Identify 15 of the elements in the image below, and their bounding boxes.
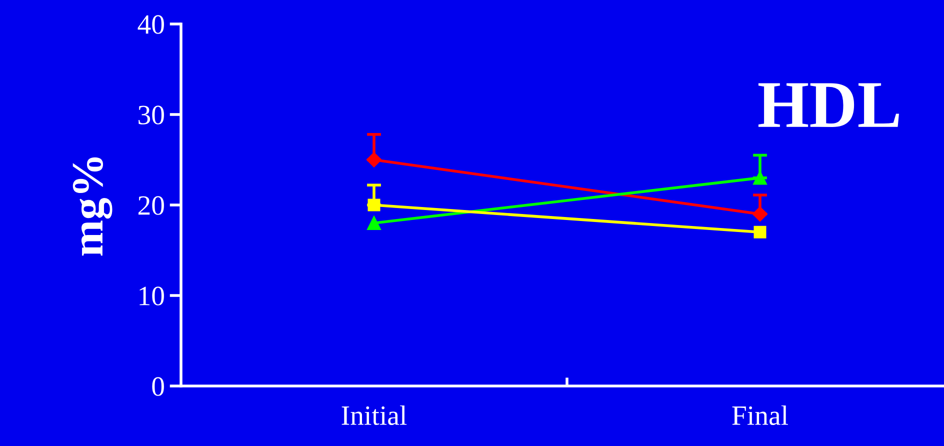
point xyxy=(752,206,768,222)
point xyxy=(753,170,767,185)
text: HDL xyxy=(758,83,899,128)
x-tick-label: Initial xyxy=(342,405,407,425)
point xyxy=(368,198,380,212)
y-tick-label: 40 xyxy=(138,15,164,34)
y-tick-label: 20 xyxy=(138,196,164,215)
point xyxy=(367,216,381,230)
y-axis-title: mg% xyxy=(72,157,112,256)
y-tick-label: 10 xyxy=(140,286,164,306)
point xyxy=(366,152,382,168)
y-tick-label: 30 xyxy=(138,106,164,124)
x-tick-label: Final xyxy=(732,405,788,425)
point xyxy=(754,226,766,238)
y-tick-label: 0 xyxy=(152,377,164,396)
